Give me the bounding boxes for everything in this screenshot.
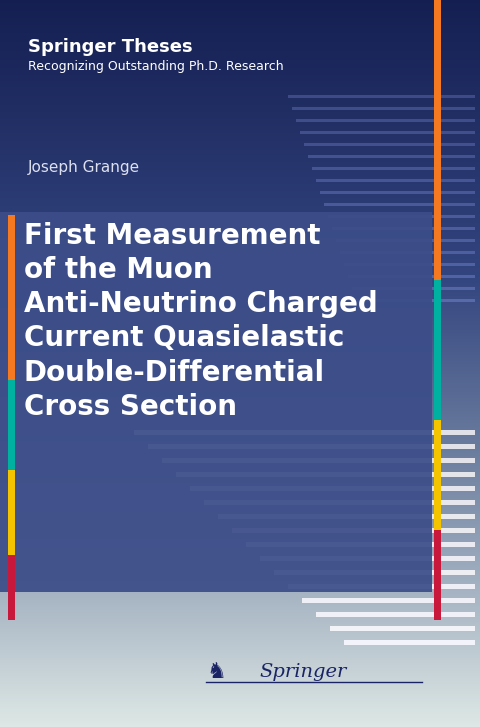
Text: ♞: ♞ <box>206 662 227 682</box>
Text: Springer Theses: Springer Theses <box>28 38 192 56</box>
Text: Recognizing Outstanding Ph.D. Research: Recognizing Outstanding Ph.D. Research <box>28 60 284 73</box>
Text: Joseph Grange: Joseph Grange <box>28 160 140 175</box>
Text: First Measurement
of the Muon
Anti-Neutrino Charged
Current Quasielastic
Double-: First Measurement of the Muon Anti-Neutr… <box>24 222 378 421</box>
Text: Springer: Springer <box>259 663 347 681</box>
